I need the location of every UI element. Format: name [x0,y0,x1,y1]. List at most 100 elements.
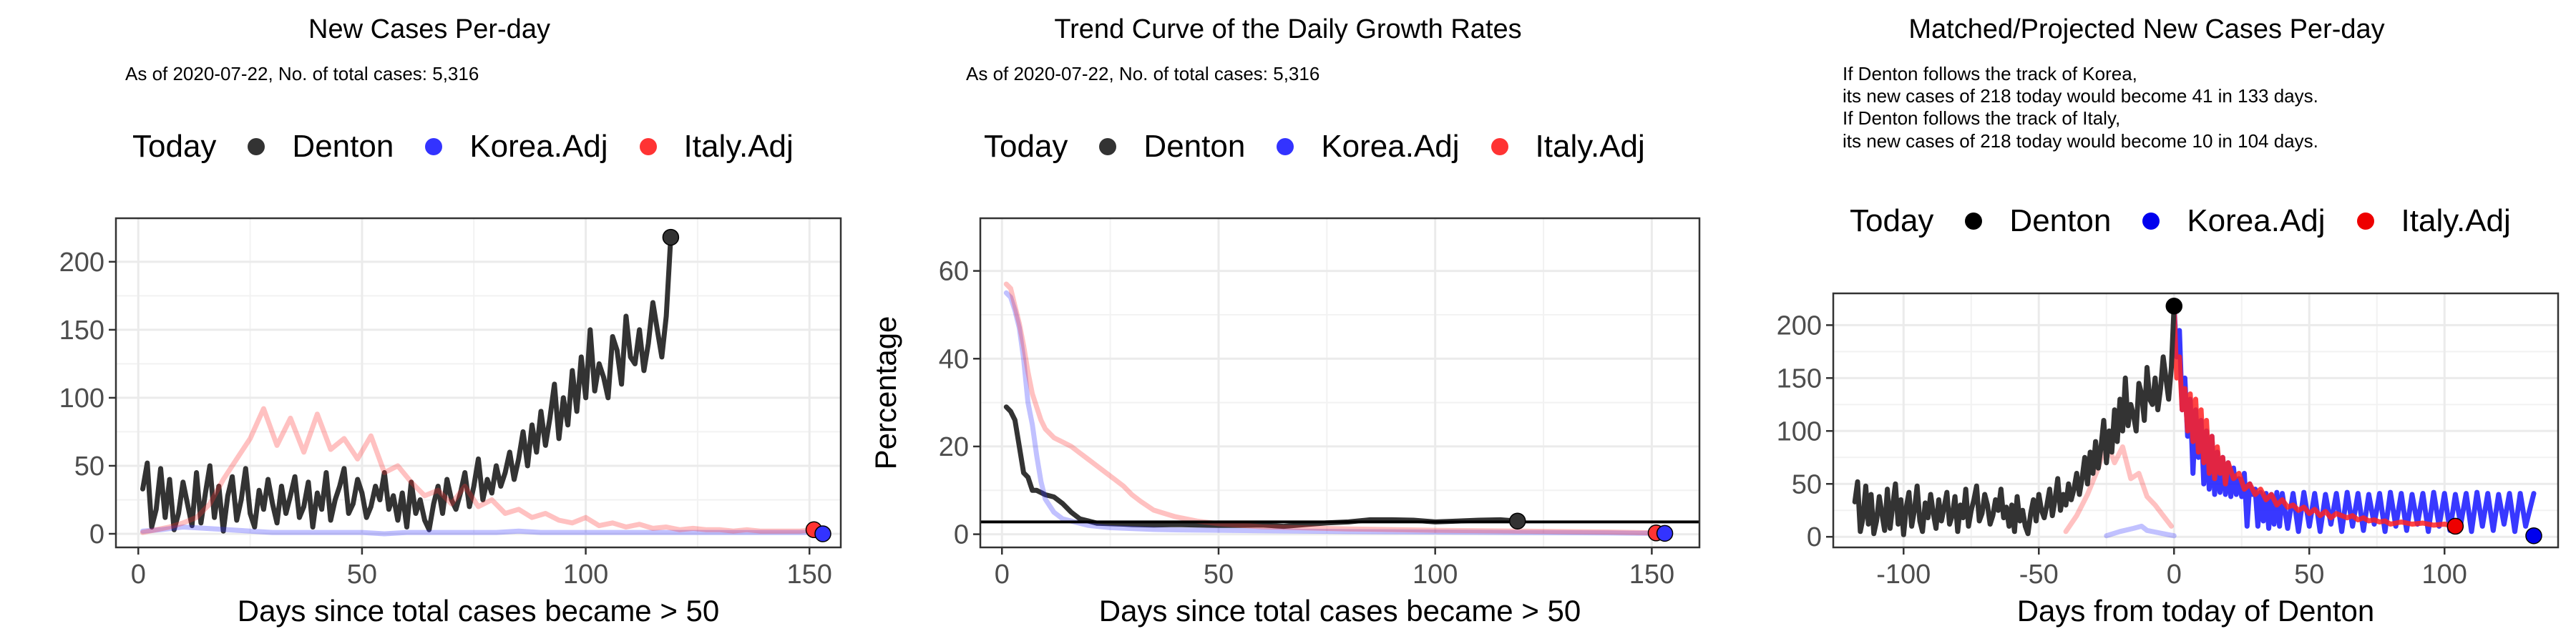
endpoint-marker-denton [1508,512,1526,530]
y-tick-label: 0 [1807,522,1822,552]
chart-panel-1: New Cases Per-day As of 2020-07-22, No. … [0,0,859,644]
legend-label: Italy.Adj [683,129,794,164]
panel-border [114,217,842,549]
chart-legend: Today Denton Korea.Adj Italy.Adj [132,125,825,168]
y-tick-label: 150 [59,316,104,346]
y-tick-label: 100 [1777,416,1822,447]
legend-dot-icon [2142,213,2160,230]
legend-dot-icon [1491,138,1508,155]
series-group [140,235,826,537]
y-tick-label: 20 [939,432,969,462]
series-line-korea-adj [2171,303,2537,535]
plot-area: 0 50 100 150 0 20 40 60 Days since total cases b… [869,217,1701,628]
y-axis-title: Percentage [869,316,902,470]
chart-panel-3: Matched/Projected New Cases Per-day If D… [1717,0,2576,644]
legend-dot-icon [639,138,657,155]
y-tick-label: 0 [89,519,104,550]
legend-dot-icon [248,138,265,155]
legend-dot-icon [425,138,443,155]
plot-area: 0 50 100 150 0 50 100 150 200 Days since total ca… [59,217,842,628]
panel-border [1832,292,2560,549]
legend-label: Korea.Adj [469,129,608,164]
legend-title: Today [132,129,217,164]
series-line-italy-adj [1003,281,1659,536]
x-tick-label: 0 [2167,560,2182,590]
series-line-denton [1852,303,2177,537]
chart-subtitle: If Denton follows the track of Korea, it… [1843,63,2318,152]
chart-legend: Today Denton Korea.Adj Italy.Adj [984,125,1677,168]
plot-area: -100 -50 0 50 100 0 50 100 150 200 Days from today… [1777,292,2560,628]
series-line-korea-adj [1003,290,1668,536]
legend-title: Today [984,129,1068,164]
x-tick-label: 100 [2422,560,2467,590]
y-tick-label: 100 [59,384,104,414]
legend-item-denton: Denton [248,129,394,165]
x-tick-label: 50 [1204,560,1234,590]
legend-dot-icon [1965,213,1983,230]
x-tick-label: 50 [347,560,377,590]
legend-label: Italy.Adj [2401,203,2511,238]
y-tick-label: 200 [1777,311,1822,341]
x-tick-label: 150 [787,560,832,590]
y-tick-label: 200 [59,248,104,278]
legend-item-italy: Italy.Adj [2356,203,2511,239]
y-tick-label: 0 [954,520,969,550]
endpoint-marker-italy-adj [2446,517,2464,535]
legend-label: Korea.Adj [2187,203,2326,238]
legend-label: Denton [292,129,394,164]
legend-label: Korea.Adj [1321,129,1460,164]
x-tick-label: 100 [563,560,608,590]
series-group [1003,281,1668,536]
legend-item-denton: Denton [1965,203,2111,239]
legend-label: Italy.Adj [1535,129,1645,164]
legend-label: Denton [1143,129,1246,164]
endpoint-marker-korea-adj [2525,527,2542,545]
chart-legend: Today Denton Korea.Adj Italy.Adj [1850,200,2542,243]
series-line-korea-adj-matched-history [2104,523,2177,539]
chart-subtitle: As of 2020-07-22, No. of total cases: 5,… [125,63,479,84]
x-tick-label: 150 [1629,560,1674,590]
y-tick-label: 50 [1792,469,1822,499]
legend-title: Today [1850,203,1934,238]
chart-title: Trend Curve of the Daily Growth Rates [1054,14,1522,44]
endpoint-marker-korea-adj [1656,525,1674,542]
x-tick-label: -50 [2019,560,2059,590]
y-tick-label: 150 [1777,364,1822,394]
x-tick-label: -100 [1876,560,1931,590]
chart-title: Matched/Projected New Cases Per-day [1908,14,2385,44]
x-axis-title: Days from today of Denton [2017,594,2375,628]
x-tick-label: 0 [995,560,1010,590]
endpoint-marker-denton [662,228,680,246]
legend-item-italy: Italy.Adj [1491,129,1645,165]
legend-dot-icon [2356,213,2374,230]
legend-item-korea: Korea.Adj [1277,129,1460,165]
y-tick-label: 50 [74,452,104,482]
series-line-italy-adj-matched-history [2063,439,2174,535]
legend-item-italy: Italy.Adj [639,129,794,165]
x-tick-label: 100 [1413,560,1458,590]
chart-subtitle: As of 2020-07-22, No. of total cases: 5,… [966,63,1320,84]
series-group [1852,303,2537,539]
x-tick-label: 0 [131,560,146,590]
x-axis-title: Days since total cases became > 50 [1099,594,1581,628]
chart-title: New Cases Per-day [308,14,550,44]
series-line-italy-adj [140,406,816,535]
series-line-korea-adj [140,525,826,537]
series-line-denton [140,235,673,534]
legend-item-korea: Korea.Adj [2142,203,2326,239]
endpoint-marker-korea-adj [814,525,831,542]
endpoint-marker-denton [2165,298,2183,315]
legend-label: Denton [2009,203,2112,238]
legend-dot-icon [1099,138,1117,155]
legend-dot-icon [1277,138,1294,155]
series-line-italy-adj [2171,303,2458,529]
x-axis-title: Days since total cases became > 50 [238,594,720,628]
legend-item-korea: Korea.Adj [425,129,608,165]
y-tick-label: 40 [939,344,969,374]
series-line-denton [1003,404,1521,530]
y-tick-label: 60 [939,257,969,287]
x-tick-label: 50 [2294,560,2324,590]
panel-border [979,217,1701,549]
legend-item-denton: Denton [1099,129,1245,165]
chart-panel-2: Trend Curve of the Daily Growth Rates As… [859,0,1717,644]
